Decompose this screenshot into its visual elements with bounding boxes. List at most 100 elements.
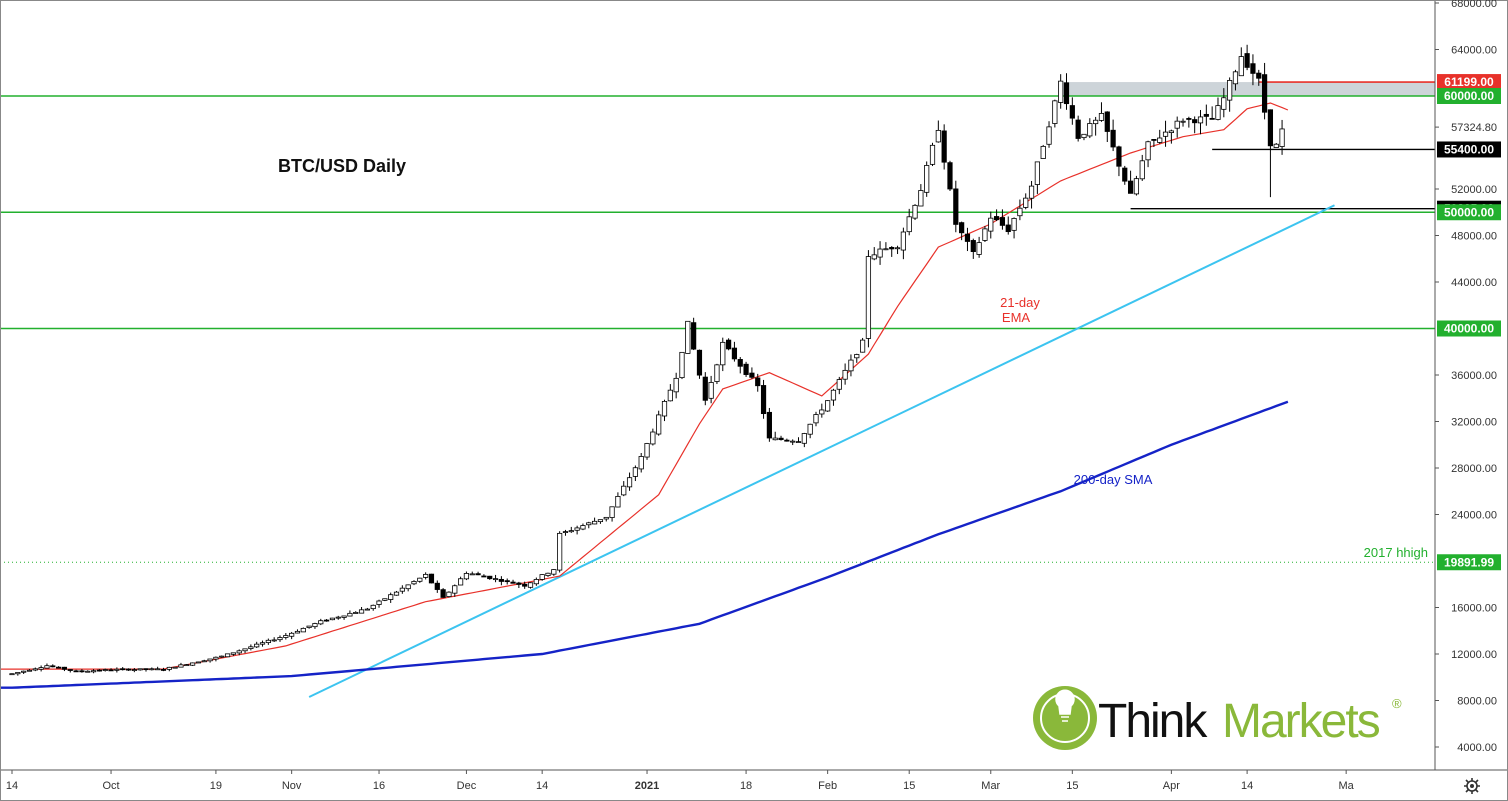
x-tick-label: Apr: [1163, 780, 1180, 792]
candle-body: [1250, 63, 1256, 74]
candle: [993, 209, 1000, 222]
candle-body: [842, 369, 848, 380]
candle: [114, 667, 120, 673]
candle: [26, 669, 33, 672]
candle-body: [289, 632, 295, 637]
candle-body: [440, 589, 446, 598]
y-tick-label: 36000.00: [1451, 370, 1497, 382]
candle-body: [463, 573, 470, 580]
candle-body: [335, 616, 341, 619]
candle: [650, 428, 656, 446]
candle: [376, 599, 382, 608]
y-tick-label: 4000.00: [1457, 742, 1497, 754]
candle: [306, 625, 312, 629]
candle-body: [1157, 137, 1163, 143]
candle-body: [160, 669, 167, 671]
candle-body: [1127, 180, 1134, 194]
candle: [1256, 69, 1262, 86]
candle: [498, 576, 504, 586]
candle: [178, 662, 184, 668]
candle-body: [1227, 80, 1233, 101]
candle-body: [423, 573, 429, 578]
candle: [1133, 175, 1140, 196]
candle-body: [230, 652, 236, 655]
candle-body: [1087, 123, 1093, 137]
candle-body: [959, 222, 965, 234]
candle-body: [784, 439, 790, 442]
candle-body: [592, 520, 598, 525]
candle: [190, 662, 196, 666]
2017-high-annotation: 2017 hhigh: [1364, 545, 1428, 560]
candle: [626, 472, 633, 491]
candle: [1279, 119, 1285, 155]
candle-body: [452, 585, 458, 594]
candle-body: [481, 575, 487, 578]
candle-body: [976, 242, 982, 255]
x-tick-label: Dec: [457, 780, 477, 792]
candle-body: [877, 248, 883, 258]
candle: [120, 667, 126, 671]
candle-body: [294, 630, 301, 634]
candle-body: [557, 532, 563, 571]
candle: [458, 576, 464, 586]
candle: [889, 246, 895, 257]
x-tick-label: 14: [1241, 780, 1253, 792]
candle: [947, 160, 953, 191]
candle-body: [254, 643, 260, 648]
candle-body: [1221, 97, 1227, 110]
candle: [137, 668, 143, 671]
candle: [976, 236, 982, 258]
candle: [1267, 109, 1274, 198]
candle: [1203, 104, 1209, 126]
candle-body: [329, 617, 336, 621]
settings-gear-icon[interactable]: [1464, 778, 1480, 794]
x-tick-label: 14: [6, 780, 18, 792]
y-tick-label: 57324.80: [1451, 122, 1497, 134]
y-tick-label: 8000.00: [1457, 696, 1497, 708]
candle-body: [364, 608, 370, 611]
candle: [1028, 180, 1035, 209]
candle-body: [883, 248, 889, 251]
candle: [679, 351, 685, 380]
candle: [685, 320, 691, 354]
resistance-zone-layer: [1060, 82, 1435, 96]
candle-body: [32, 668, 38, 671]
candle: [819, 403, 825, 418]
candle-body: [1139, 160, 1145, 180]
y-tick-label: 16000.00: [1451, 603, 1497, 615]
candle-body: [306, 625, 312, 628]
candle: [1116, 145, 1122, 177]
candle: [1075, 115, 1081, 142]
candle-body: [155, 668, 161, 671]
candle: [504, 578, 510, 585]
candle: [545, 572, 551, 577]
candle-body: [318, 620, 324, 625]
candle: [1197, 109, 1204, 135]
candle-body: [9, 673, 15, 676]
candle: [1069, 97, 1075, 125]
candle: [825, 400, 831, 412]
candle-body: [114, 668, 120, 671]
candle-body: [120, 668, 126, 671]
candle: [871, 247, 877, 261]
candle: [959, 221, 965, 241]
candle-body: [691, 322, 697, 350]
candle: [755, 373, 761, 392]
candle: [329, 617, 336, 621]
x-tick-label: 16: [373, 780, 385, 792]
candle: [1104, 111, 1110, 143]
candle: [492, 574, 499, 583]
logo-badge: [1033, 686, 1097, 750]
candle-body: [67, 669, 73, 671]
price-tag-label: 40000.00: [1444, 322, 1494, 336]
candle-body: [207, 658, 213, 662]
candle-body: [586, 522, 592, 526]
candle: [131, 668, 137, 673]
candle-body: [324, 619, 330, 622]
candle-body: [219, 655, 225, 658]
candle-body: [172, 666, 178, 669]
candle: [248, 644, 254, 651]
candle-body: [1011, 218, 1017, 231]
candle-body: [743, 363, 749, 375]
price-tag-bg: [1437, 88, 1501, 104]
